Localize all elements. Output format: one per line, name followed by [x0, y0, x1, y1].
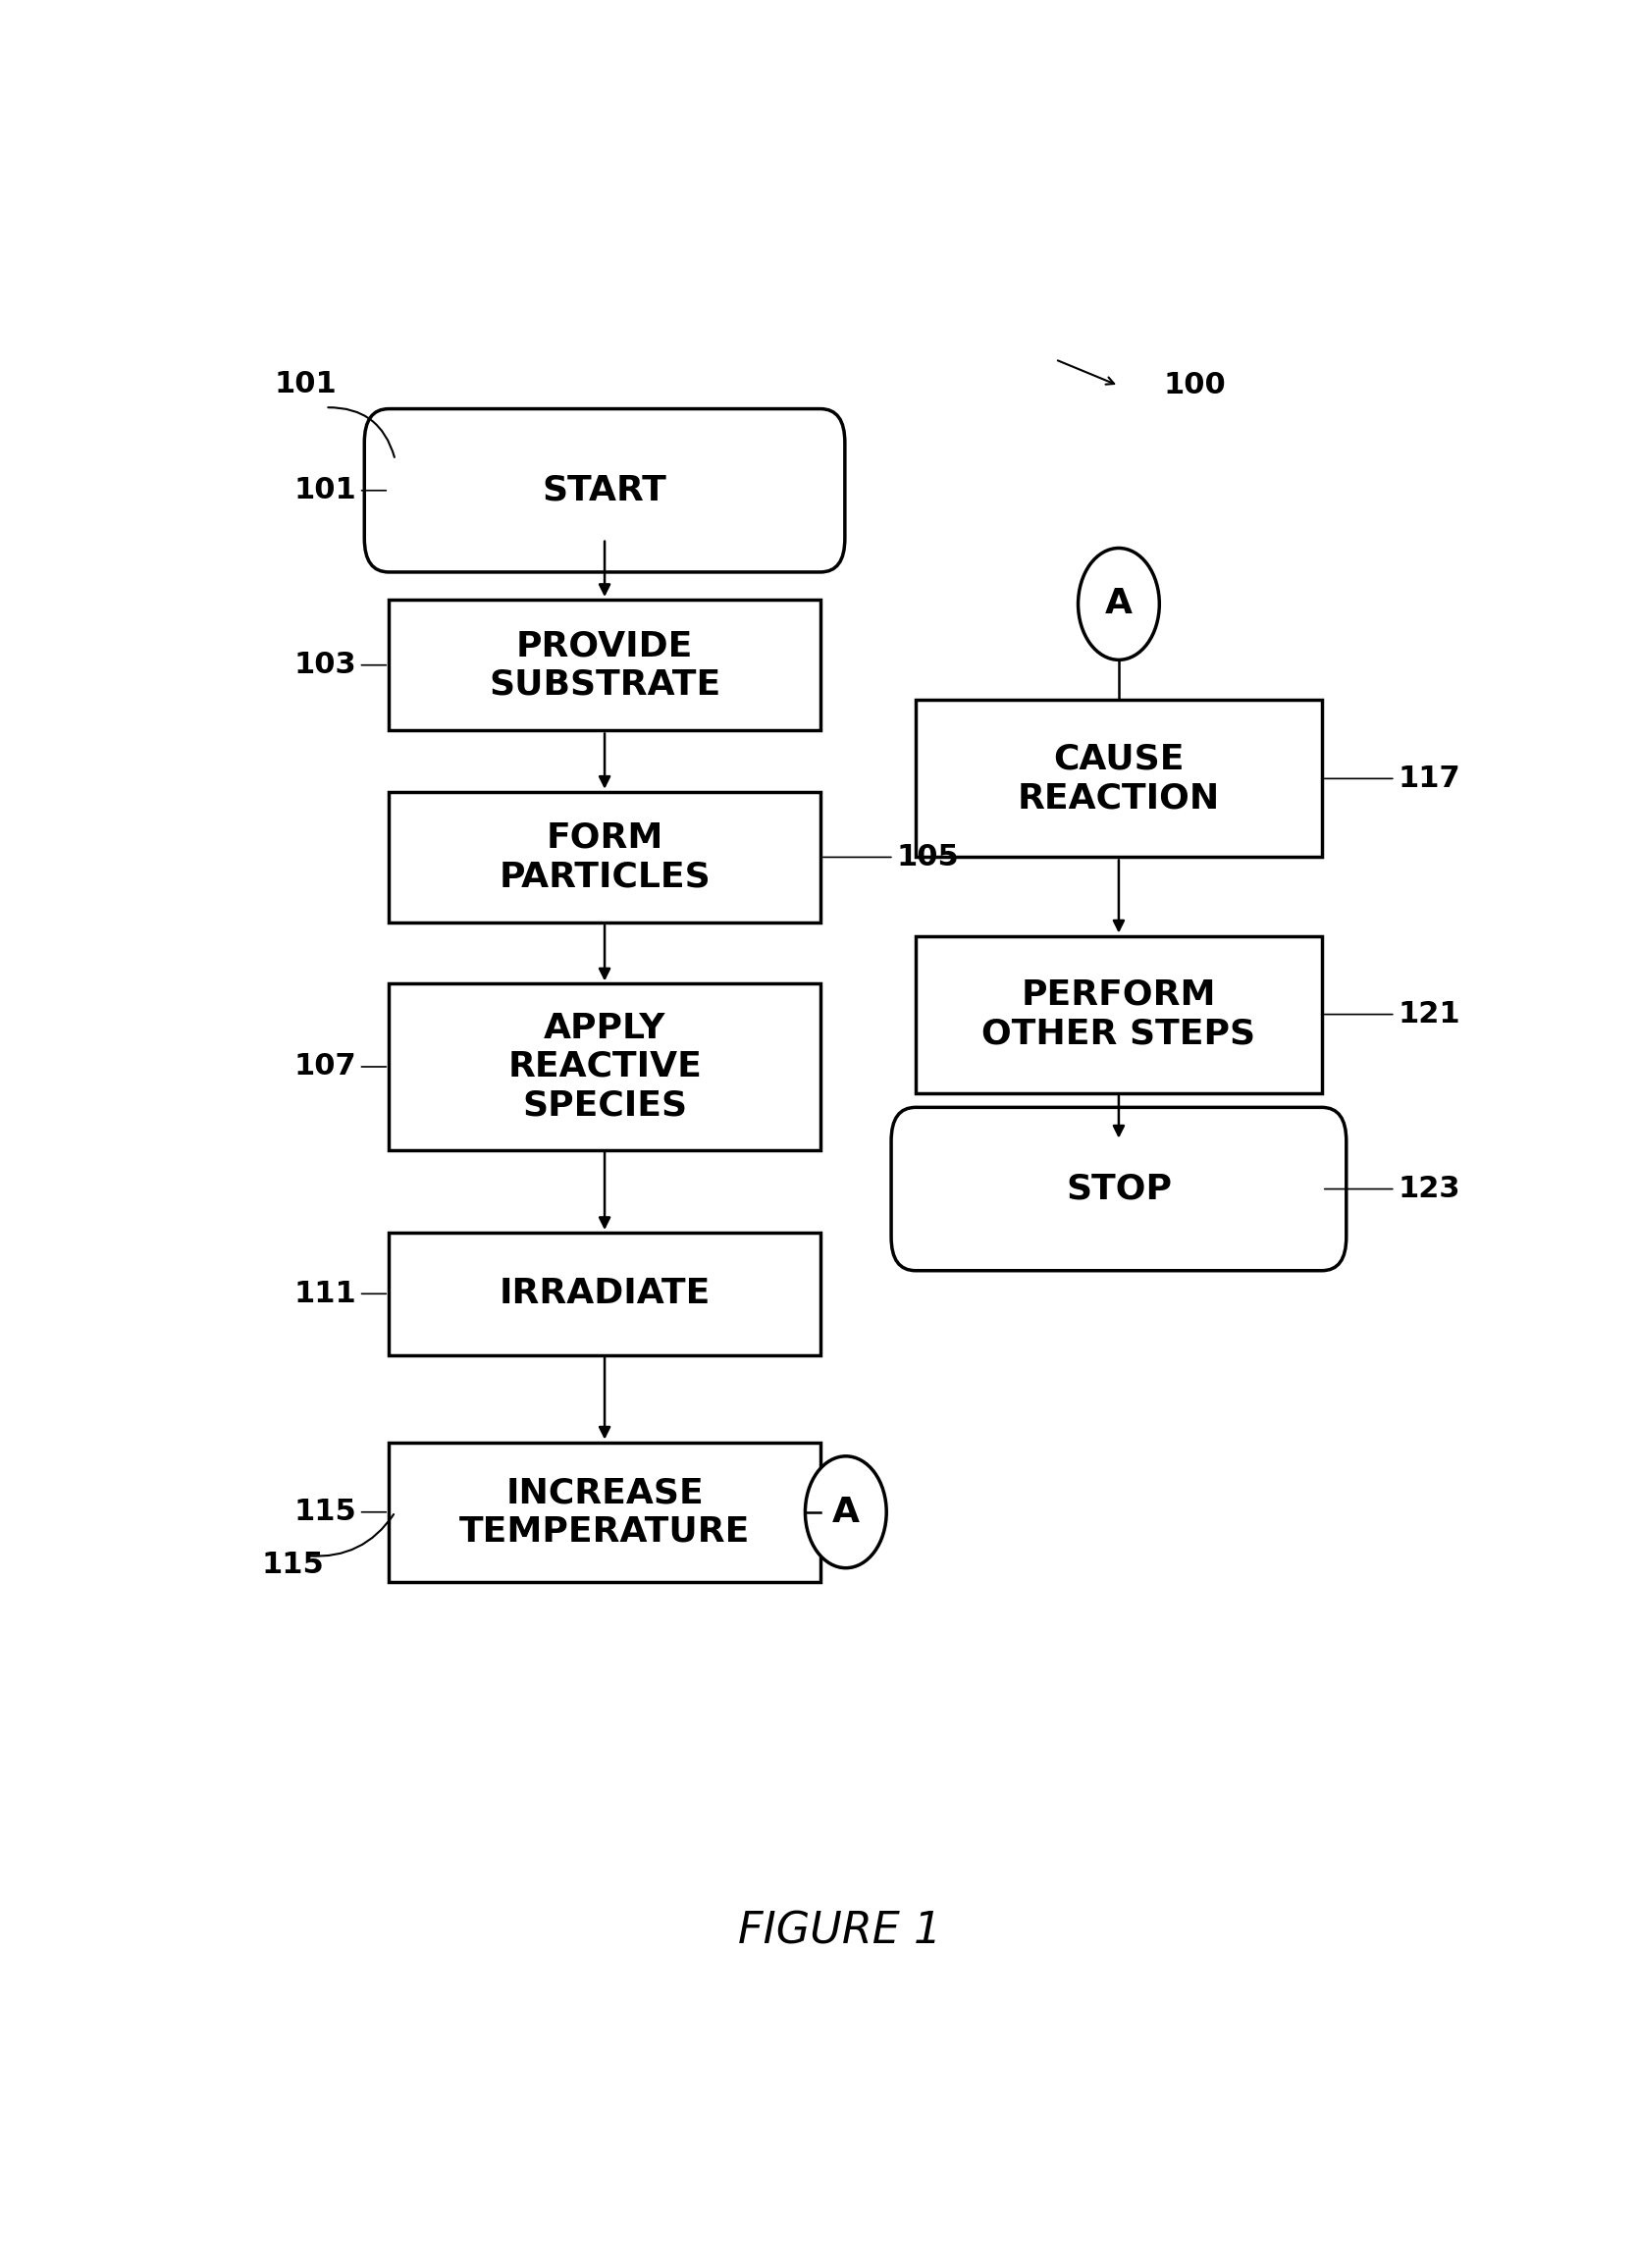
Circle shape — [1078, 549, 1160, 660]
Text: IRRADIATE: IRRADIATE — [500, 1277, 711, 1311]
Text: INCREASE
TEMPERATURE: INCREASE TEMPERATURE — [459, 1476, 750, 1549]
Bar — [388, 599, 821, 730]
Circle shape — [806, 1456, 886, 1567]
Text: 100: 100 — [1163, 372, 1225, 399]
Text: 101: 101 — [275, 370, 337, 399]
Text: APPLY
REACTIVE
SPECIES: APPLY REACTIVE SPECIES — [508, 1012, 701, 1123]
Text: START: START — [542, 474, 667, 508]
Text: PROVIDE
SUBSTRATE: PROVIDE SUBSTRATE — [488, 628, 721, 701]
Bar — [388, 1234, 821, 1354]
Text: PERFORM
OTHER STEPS: PERFORM OTHER STEPS — [981, 978, 1256, 1050]
Text: STOP: STOP — [1066, 1173, 1171, 1207]
Text: 103: 103 — [293, 651, 387, 680]
Bar — [388, 984, 821, 1150]
FancyBboxPatch shape — [364, 408, 845, 572]
Text: A: A — [832, 1495, 860, 1529]
Text: 115: 115 — [262, 1551, 324, 1579]
Bar — [916, 937, 1322, 1093]
Text: 101: 101 — [293, 476, 387, 506]
Text: 105: 105 — [824, 844, 960, 871]
Text: 115: 115 — [293, 1497, 387, 1526]
Text: FIGURE 1: FIGURE 1 — [737, 1910, 942, 1953]
Bar — [916, 701, 1322, 857]
Text: 123: 123 — [1325, 1175, 1461, 1204]
Text: 111: 111 — [293, 1279, 387, 1309]
Bar — [388, 792, 821, 923]
FancyBboxPatch shape — [891, 1107, 1346, 1270]
Text: FORM
PARTICLES: FORM PARTICLES — [498, 821, 711, 894]
Text: CAUSE
REACTION: CAUSE REACTION — [1017, 742, 1220, 814]
Bar — [388, 1442, 821, 1583]
Text: 121: 121 — [1325, 1000, 1461, 1030]
Text: A: A — [1106, 587, 1132, 621]
Text: 117: 117 — [1325, 764, 1461, 794]
Text: 107: 107 — [293, 1052, 387, 1082]
